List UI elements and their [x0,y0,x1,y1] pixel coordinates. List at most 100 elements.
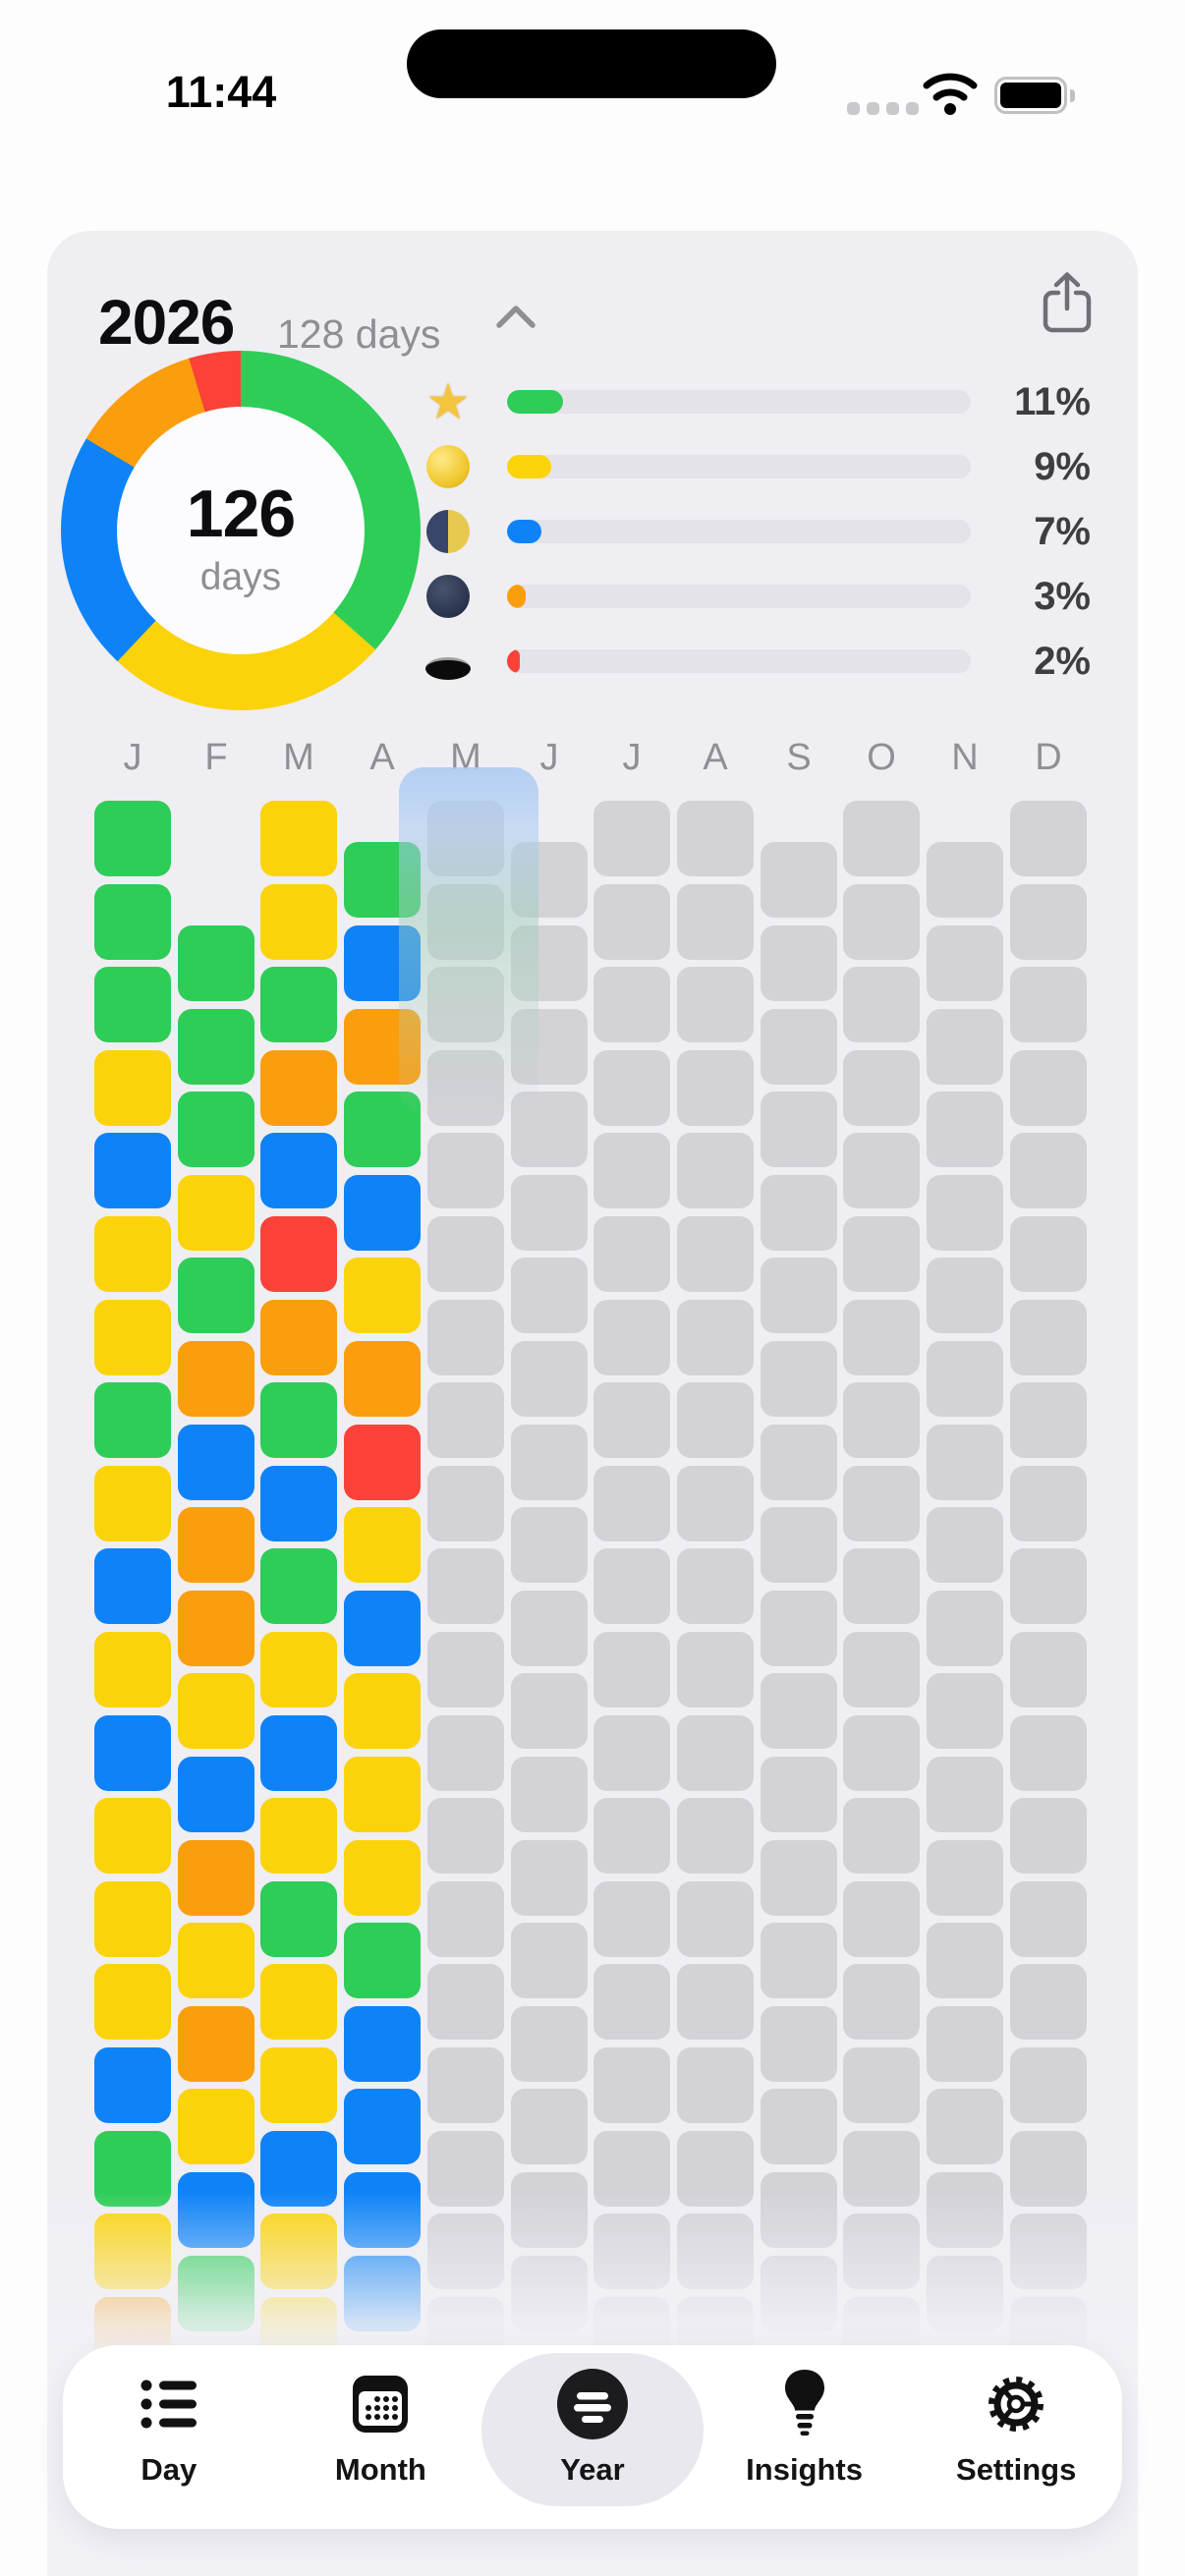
day-square-july-10[interactable] [593,1548,670,1624]
day-square-january-15[interactable] [94,1964,171,2040]
day-square-june-11[interactable] [511,1673,588,1749]
day-square-november-14[interactable] [927,1923,1003,1998]
day-square-march-3[interactable] [260,967,337,1042]
day-square-july-8[interactable] [593,1382,670,1458]
day-square-may-6[interactable] [427,1216,504,1292]
day-square-july-16[interactable] [593,2047,670,2123]
chevron-up-icon[interactable] [494,302,537,336]
day-square-february-15[interactable] [178,2089,254,2164]
day-square-february-4[interactable] [178,1175,254,1251]
day-square-august-14[interactable] [677,1881,754,1957]
day-square-november-7[interactable] [927,1341,1003,1417]
day-square-may-12[interactable] [427,1715,504,1791]
day-square-july-14[interactable] [593,1881,670,1957]
day-square-november-12[interactable] [927,1757,1003,1832]
day-square-june-13[interactable] [511,1840,588,1916]
day-square-april-13[interactable] [344,1840,421,1916]
day-square-august-12[interactable] [677,1715,754,1791]
day-square-november-2[interactable] [927,925,1003,1001]
day-square-november-16[interactable] [927,2089,1003,2164]
day-square-october-12[interactable] [843,1715,920,1791]
day-square-april-14[interactable] [344,1923,421,1998]
day-square-june-5[interactable] [511,1175,588,1251]
day-square-february-10[interactable] [178,1673,254,1749]
day-square-september-1[interactable] [761,842,837,918]
tab-settings[interactable]: Settings [910,2345,1122,2529]
day-square-january-5[interactable] [94,1133,171,1208]
day-square-september-14[interactable] [761,1923,837,1998]
day-square-august-5[interactable] [677,1133,754,1208]
day-square-december-15[interactable] [1010,1964,1087,2040]
day-square-september-11[interactable] [761,1673,837,1749]
day-square-december-8[interactable] [1010,1382,1087,1458]
day-square-february-9[interactable] [178,1591,254,1666]
day-square-december-9[interactable] [1010,1466,1087,1541]
tab-month[interactable]: Month [275,2345,487,2529]
day-square-october-14[interactable] [843,1881,920,1957]
day-square-june-16[interactable] [511,2089,588,2164]
day-square-april-8[interactable] [344,1425,421,1500]
day-square-october-11[interactable] [843,1632,920,1708]
day-square-december-5[interactable] [1010,1133,1087,1208]
day-square-march-12[interactable] [260,1715,337,1791]
day-square-july-5[interactable] [593,1133,670,1208]
day-square-june-10[interactable] [511,1591,588,1666]
day-square-november-4[interactable] [927,1092,1003,1167]
day-square-april-11[interactable] [344,1673,421,1749]
day-square-august-1[interactable] [677,801,754,876]
day-square-june-9[interactable] [511,1507,588,1583]
tab-year[interactable]: Year [480,2345,704,2529]
day-square-march-5[interactable] [260,1133,337,1208]
day-square-april-15[interactable] [344,2006,421,2082]
day-square-october-7[interactable] [843,1300,920,1375]
day-square-january-12[interactable] [94,1715,171,1791]
day-square-may-14[interactable] [427,1881,504,1957]
day-square-may-5[interactable] [427,1133,504,1208]
day-square-october-15[interactable] [843,1964,920,2040]
day-square-december-14[interactable] [1010,1881,1087,1957]
day-square-january-1[interactable] [94,801,171,876]
day-square-october-4[interactable] [843,1050,920,1126]
day-square-november-1[interactable] [927,842,1003,918]
day-square-march-11[interactable] [260,1632,337,1708]
day-square-november-15[interactable] [927,2006,1003,2082]
day-square-february-5[interactable] [178,1258,254,1333]
day-square-december-12[interactable] [1010,1715,1087,1791]
day-square-july-13[interactable] [593,1798,670,1874]
day-square-may-16[interactable] [427,2047,504,2123]
day-square-september-9[interactable] [761,1507,837,1583]
day-square-january-16[interactable] [94,2047,171,2123]
day-square-april-10[interactable] [344,1591,421,1666]
day-square-november-5[interactable] [927,1175,1003,1251]
day-square-august-6[interactable] [677,1216,754,1292]
day-square-october-6[interactable] [843,1216,920,1292]
share-icon[interactable] [1040,271,1095,341]
day-square-march-8[interactable] [260,1382,337,1458]
day-square-july-3[interactable] [593,967,670,1042]
day-square-january-4[interactable] [94,1050,171,1126]
day-square-september-10[interactable] [761,1591,837,1666]
day-square-july-4[interactable] [593,1050,670,1126]
day-square-july-2[interactable] [593,884,670,960]
day-square-august-11[interactable] [677,1632,754,1708]
day-square-september-5[interactable] [761,1175,837,1251]
day-square-june-14[interactable] [511,1923,588,1998]
day-square-january-2[interactable] [94,884,171,960]
day-square-september-12[interactable] [761,1757,837,1832]
day-square-december-4[interactable] [1010,1050,1087,1126]
day-square-july-6[interactable] [593,1216,670,1292]
day-square-november-10[interactable] [927,1591,1003,1666]
day-square-july-7[interactable] [593,1300,670,1375]
day-square-october-3[interactable] [843,967,920,1042]
day-square-september-8[interactable] [761,1425,837,1500]
day-square-december-3[interactable] [1010,967,1087,1042]
day-square-august-16[interactable] [677,2047,754,2123]
day-square-july-15[interactable] [593,1964,670,2040]
day-square-july-1[interactable] [593,801,670,876]
day-square-june-15[interactable] [511,2006,588,2082]
day-square-april-16[interactable] [344,2089,421,2164]
day-square-march-1[interactable] [260,801,337,876]
day-square-january-8[interactable] [94,1382,171,1458]
tab-day[interactable]: Day [63,2345,275,2529]
day-square-may-10[interactable] [427,1548,504,1624]
